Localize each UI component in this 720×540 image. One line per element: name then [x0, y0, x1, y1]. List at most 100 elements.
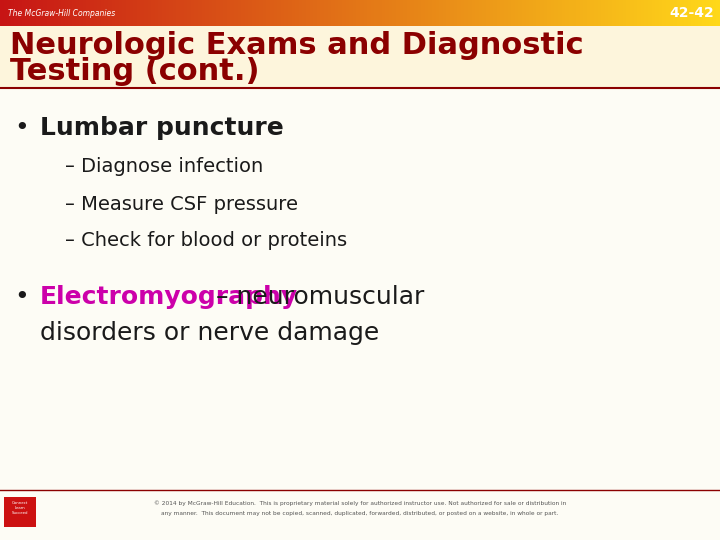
- Polygon shape: [562, 0, 565, 26]
- Polygon shape: [680, 0, 684, 26]
- Polygon shape: [623, 0, 626, 26]
- Polygon shape: [133, 0, 137, 26]
- Text: © 2014 by McGraw-Hill Education.  This is proprietary material solely for author: © 2014 by McGraw-Hill Education. This is…: [154, 500, 566, 506]
- Polygon shape: [457, 0, 461, 26]
- Polygon shape: [385, 0, 389, 26]
- Polygon shape: [245, 0, 248, 26]
- Polygon shape: [79, 0, 83, 26]
- Polygon shape: [328, 0, 331, 26]
- Polygon shape: [662, 0, 666, 26]
- Polygon shape: [306, 0, 310, 26]
- Polygon shape: [446, 0, 450, 26]
- Polygon shape: [533, 0, 536, 26]
- Polygon shape: [248, 0, 252, 26]
- Polygon shape: [410, 0, 414, 26]
- Polygon shape: [86, 0, 90, 26]
- Polygon shape: [396, 0, 400, 26]
- Polygon shape: [454, 0, 457, 26]
- Polygon shape: [461, 0, 464, 26]
- Polygon shape: [630, 0, 634, 26]
- Polygon shape: [576, 0, 580, 26]
- Polygon shape: [421, 0, 425, 26]
- Polygon shape: [518, 0, 522, 26]
- Polygon shape: [641, 0, 644, 26]
- Polygon shape: [698, 0, 702, 26]
- Polygon shape: [702, 0, 706, 26]
- Bar: [0, 26, 720, 88]
- Polygon shape: [216, 0, 220, 26]
- Polygon shape: [356, 0, 360, 26]
- Polygon shape: [464, 0, 468, 26]
- Polygon shape: [212, 0, 216, 26]
- Polygon shape: [648, 0, 652, 26]
- Polygon shape: [400, 0, 403, 26]
- Polygon shape: [432, 0, 436, 26]
- Polygon shape: [115, 0, 119, 26]
- Polygon shape: [313, 0, 317, 26]
- Polygon shape: [414, 0, 418, 26]
- Polygon shape: [32, 0, 36, 26]
- Polygon shape: [47, 0, 50, 26]
- Polygon shape: [407, 0, 410, 26]
- Polygon shape: [500, 0, 504, 26]
- Polygon shape: [392, 0, 396, 26]
- Polygon shape: [364, 0, 367, 26]
- Polygon shape: [569, 0, 572, 26]
- Text: The McGraw-Hill Companies: The McGraw-Hill Companies: [8, 9, 115, 17]
- Polygon shape: [655, 0, 659, 26]
- Text: Lumbar puncture: Lumbar puncture: [40, 116, 284, 140]
- Polygon shape: [274, 0, 277, 26]
- Polygon shape: [184, 0, 187, 26]
- Polygon shape: [587, 0, 590, 26]
- Polygon shape: [511, 0, 515, 26]
- Polygon shape: [709, 0, 713, 26]
- Polygon shape: [619, 0, 623, 26]
- Polygon shape: [144, 0, 148, 26]
- Polygon shape: [338, 0, 342, 26]
- Polygon shape: [583, 0, 587, 26]
- Polygon shape: [626, 0, 630, 26]
- Polygon shape: [295, 0, 299, 26]
- Polygon shape: [230, 0, 234, 26]
- Polygon shape: [270, 0, 274, 26]
- Polygon shape: [374, 0, 378, 26]
- Polygon shape: [508, 0, 511, 26]
- Polygon shape: [302, 0, 306, 26]
- Polygon shape: [580, 0, 583, 26]
- Polygon shape: [292, 0, 295, 26]
- Polygon shape: [173, 0, 176, 26]
- Polygon shape: [554, 0, 558, 26]
- Polygon shape: [320, 0, 324, 26]
- Polygon shape: [227, 0, 230, 26]
- Polygon shape: [284, 0, 288, 26]
- Polygon shape: [176, 0, 180, 26]
- Text: – Diagnose infection: – Diagnose infection: [65, 158, 264, 177]
- Polygon shape: [43, 0, 47, 26]
- Text: – Measure CSF pressure: – Measure CSF pressure: [65, 194, 298, 213]
- Polygon shape: [428, 0, 432, 26]
- Polygon shape: [158, 0, 162, 26]
- Polygon shape: [684, 0, 688, 26]
- Polygon shape: [148, 0, 151, 26]
- Polygon shape: [83, 0, 86, 26]
- Text: – neuromuscular: – neuromuscular: [208, 285, 424, 309]
- Polygon shape: [324, 0, 328, 26]
- Polygon shape: [666, 0, 670, 26]
- Polygon shape: [594, 0, 598, 26]
- Polygon shape: [18, 0, 22, 26]
- Polygon shape: [180, 0, 184, 26]
- Polygon shape: [713, 0, 716, 26]
- Polygon shape: [475, 0, 479, 26]
- Text: •: •: [14, 285, 30, 309]
- Polygon shape: [716, 0, 720, 26]
- Polygon shape: [436, 0, 439, 26]
- Polygon shape: [572, 0, 576, 26]
- Polygon shape: [299, 0, 302, 26]
- Polygon shape: [162, 0, 166, 26]
- Polygon shape: [68, 0, 72, 26]
- Polygon shape: [97, 0, 101, 26]
- Polygon shape: [472, 0, 475, 26]
- Polygon shape: [130, 0, 133, 26]
- Bar: [4, 497, 36, 527]
- Polygon shape: [443, 0, 446, 26]
